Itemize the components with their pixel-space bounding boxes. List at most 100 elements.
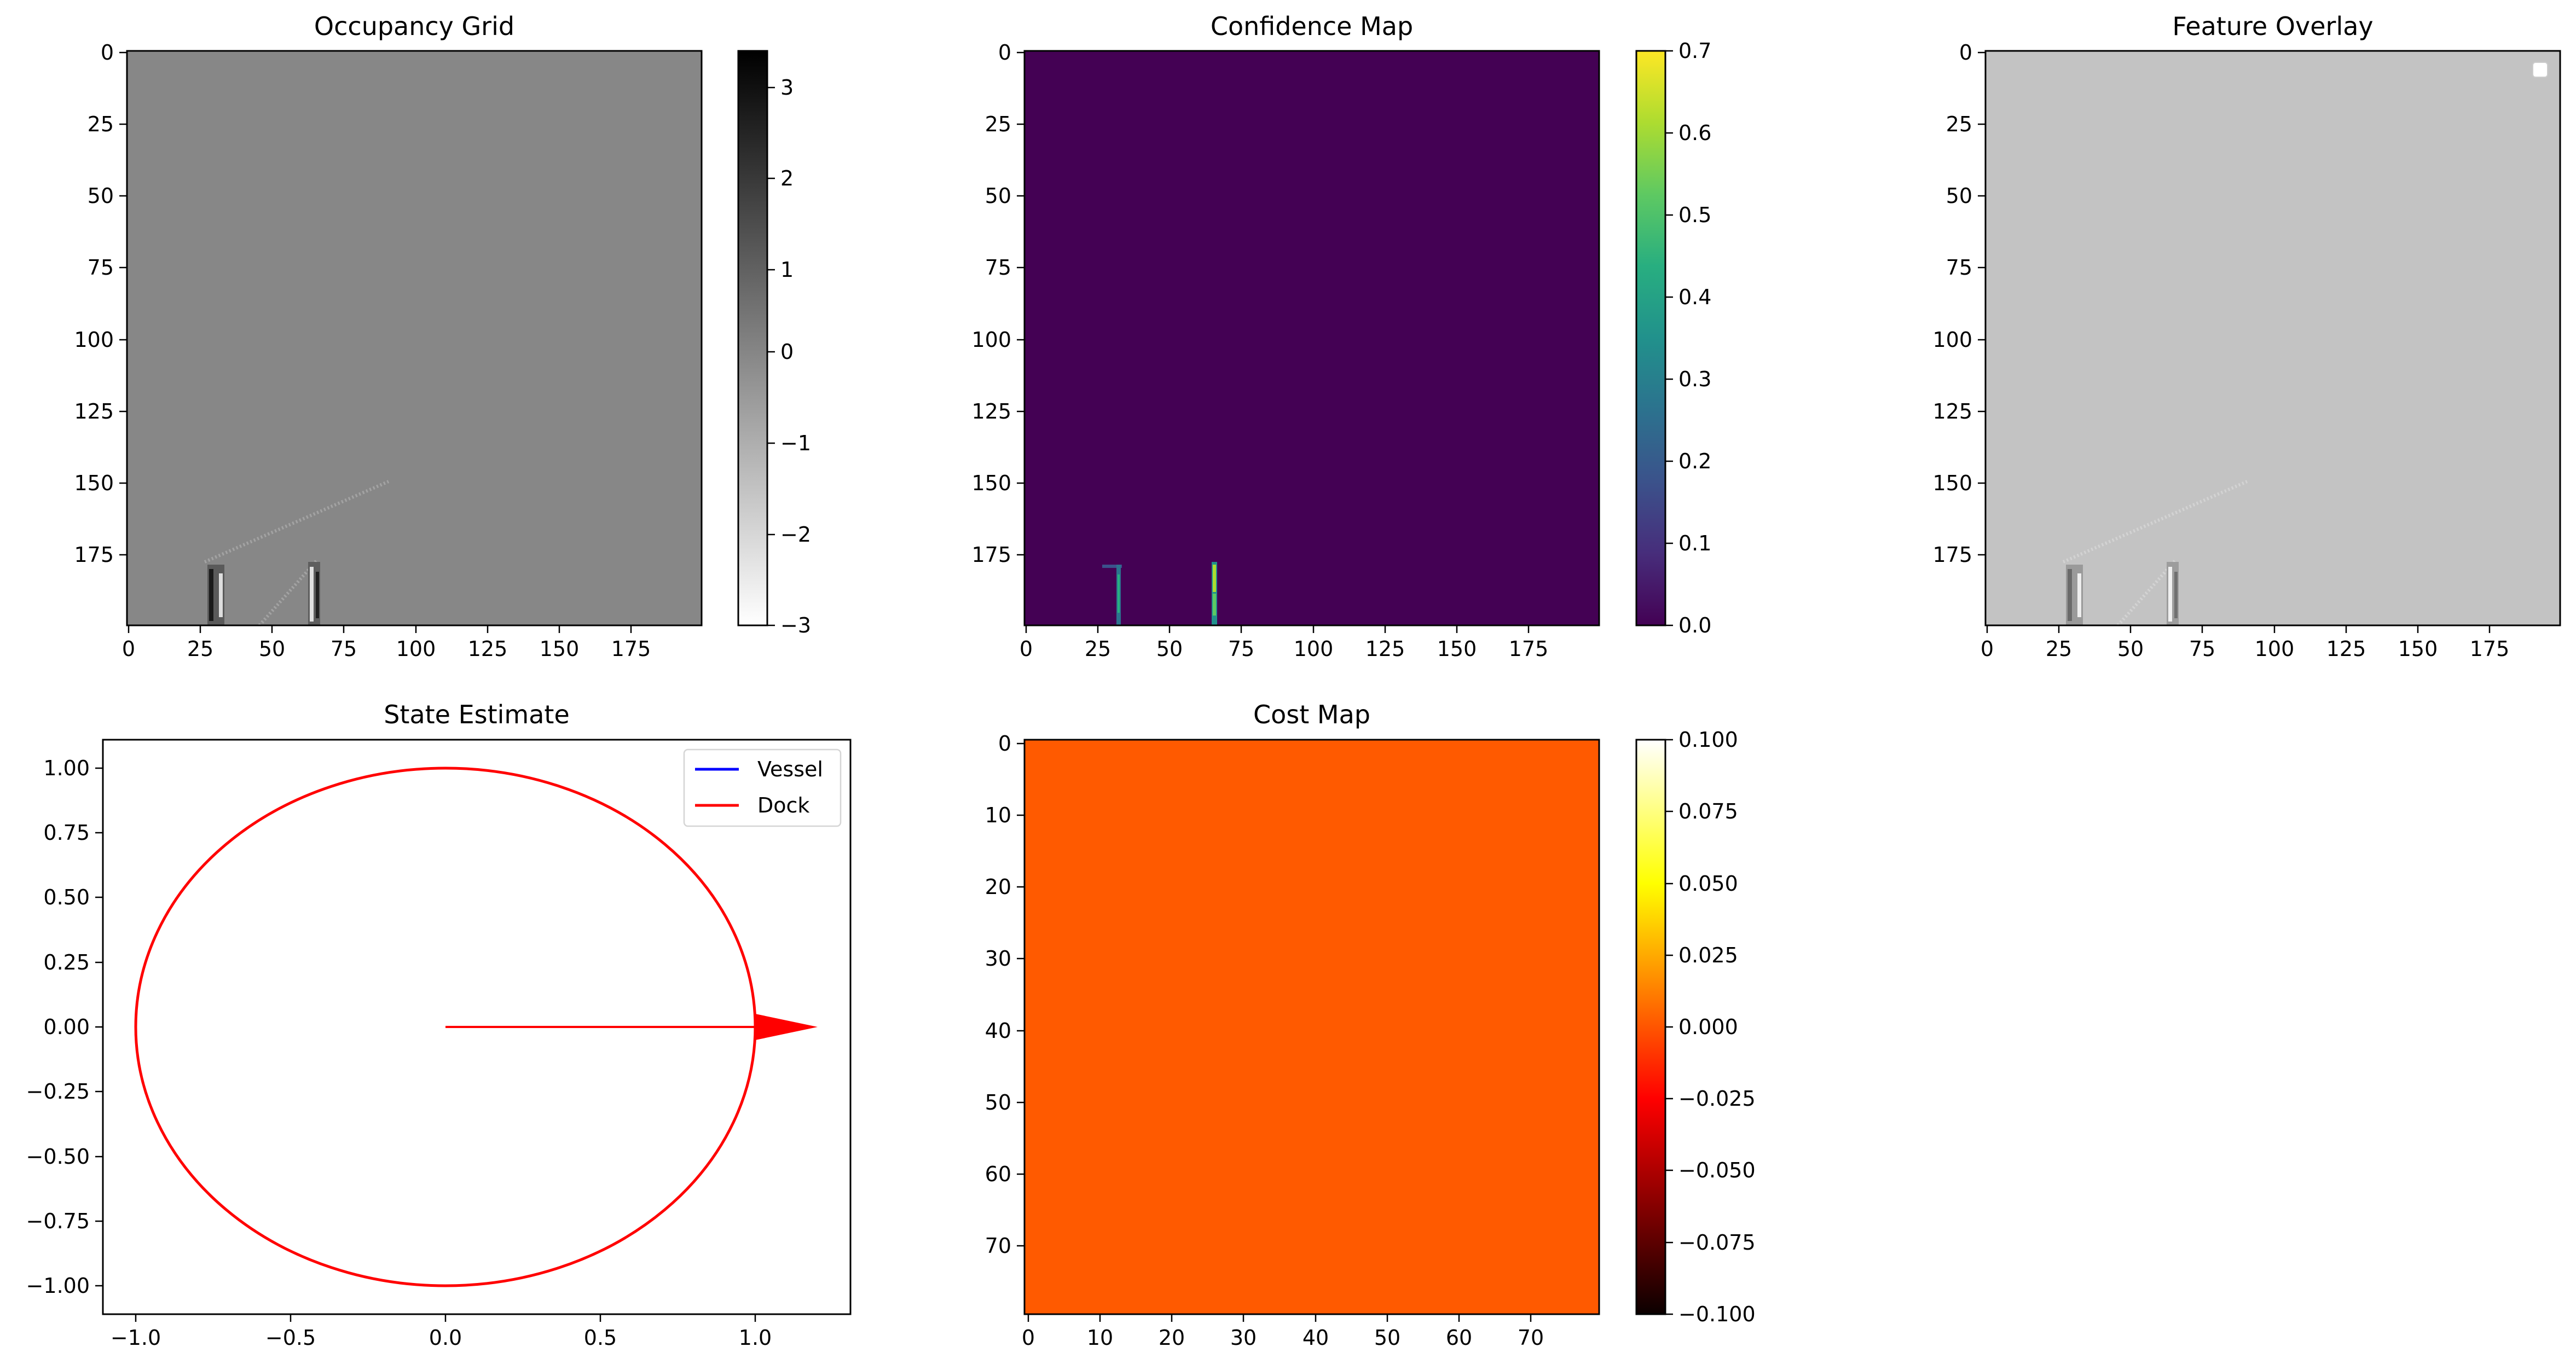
x-tick: 30 [1230,1314,1257,1350]
colorbar-tick-label: 2 [780,166,794,190]
x-tick: 25 [187,625,213,661]
axes-frame [1023,739,1600,1315]
y-tick: 100 [74,328,127,352]
y-tick-label: 50 [985,1090,1011,1114]
heatmap-feature-column [316,572,319,618]
colorbar-tick: 0 [767,340,794,364]
x-tick-label: 0.0 [429,1326,462,1350]
x-tick: 175 [2470,625,2510,661]
heatmap-feature-column [209,569,213,621]
legend-label: Vessel [757,757,823,781]
colorbar-tick: −1 [767,431,811,455]
colorbar-tick-label: −0.050 [1678,1158,1756,1182]
y-ticks: 0 25 50 75 100 125 150 175 [74,40,127,567]
x-tick-label: 150 [1437,637,1477,661]
colorbar-tick: −3 [767,613,811,637]
x-tick: 50 [2117,625,2144,661]
y-tick-label: 0 [1959,40,1972,65]
x-tick: 75 [2189,625,2215,661]
y-tick: 75 [1946,256,1985,280]
y-tick: 0.50 [43,885,103,909]
x-tick: 40 [1303,1314,1329,1350]
x-tick-label: 75 [1228,637,1254,661]
x-tick-label: 125 [1365,637,1405,661]
y-tick: 175 [74,543,127,567]
y-tick-label: 25 [88,112,114,136]
x-tick-label: 150 [540,637,580,661]
x-tick-label: 50 [2117,637,2144,661]
x-tick-label: 25 [187,637,213,661]
x-tick: 50 [1374,1314,1400,1350]
axes-frame [1023,50,1600,626]
colorbar-tick: −0.100 [1665,1302,1756,1326]
heading-arrowhead [755,1014,818,1040]
y-tick-label: −0.75 [26,1209,90,1233]
x-tick: 100 [396,625,436,661]
x-tick: 150 [2398,625,2438,661]
y-tick: 100 [1932,328,1985,352]
panel-cost-map: Cost Map 0 10 20 30 40 50 60 70 0 10 20 … [985,700,1756,1350]
y-tick-label: 100 [1932,328,1972,352]
x-tick-label: 25 [1085,637,1111,661]
y-tick: 0 [998,732,1024,756]
colorbar-tick: 0.4 [1665,285,1711,309]
axes-frame [126,50,703,626]
colorbar-tick: 0.2 [1665,449,1711,473]
x-tick-label: 175 [2470,637,2510,661]
x-tick: 125 [2326,625,2366,661]
colorbar-tick: 2 [767,166,794,190]
panel-confidence-map: Confidence Map 0 25 50 75 100 125 150 17… [971,11,1711,661]
y-tick: 0.25 [43,950,103,974]
colorbar-tick-label: −1 [780,431,811,455]
x-tick: 70 [1518,1314,1544,1350]
x-tick: 20 [1159,1314,1185,1350]
x-tick-label: 0 [1020,637,1033,661]
y-tick: −0.25 [26,1079,103,1104]
y-tick-label: 75 [1946,256,1972,280]
panel-feature-overlay: Feature Overlay 0 25 50 75 100 125 150 1… [1932,11,2561,661]
colorbar-tick-label: 1 [780,258,794,282]
x-tick: 0 [1022,1314,1035,1350]
colorbar-tick-label: 0.6 [1678,121,1711,145]
x-tick-label: 20 [1159,1326,1185,1350]
colorbar-tick-label: 0 [780,340,794,364]
x-tick-label: 0.5 [584,1326,617,1350]
x-tick-label: 50 [259,637,285,661]
x-tick-label: 125 [2326,637,2366,661]
heatmap-feature-column [2068,569,2072,621]
y-tick-label: 100 [971,328,1011,352]
x-tick: 175 [611,625,651,661]
x-tick-label: 75 [2189,637,2215,661]
y-tick-label: 20 [985,875,1011,899]
x-tick: 0 [1981,625,1994,661]
y-tick: 25 [985,112,1024,136]
colorbar-tick-label: 0.100 [1678,728,1738,752]
heatmap-feature-column [1213,565,1216,592]
y-tick: 70 [985,1234,1024,1258]
heatmap-feature-line [2116,559,2178,626]
colorbar: 0.100 0.075 0.050 0.025 0.000 −0.025 −0.… [1635,728,1756,1326]
x-tick-label: 0 [1022,1326,1035,1350]
y-tick-label: 100 [74,328,114,352]
y-tick: 75 [985,256,1024,280]
y-tick: 0 [101,40,127,65]
x-tick-label: 40 [1303,1326,1329,1350]
x-tick-label: 60 [1446,1326,1472,1350]
y-tick: −0.50 [26,1145,103,1169]
x-ticks: −1.0 −0.5 0.0 0.5 1.0 [111,1314,772,1350]
heatmap-feature-column [219,573,223,617]
empty-legend-box [2532,62,2548,78]
x-tick-label: 50 [1374,1326,1400,1350]
colorbar-gradient [1635,739,1666,1315]
y-tick: 50 [985,1090,1024,1114]
y-tick: 125 [74,399,127,423]
heatmap-background [1985,51,2560,625]
y-ticks: 0 25 50 75 100 125 150 175 [971,40,1024,567]
y-tick-label: 0 [101,40,114,65]
x-tick: 75 [331,625,357,661]
y-tick-label: 0.75 [43,821,90,845]
y-tick-label: 0.00 [43,1015,90,1039]
colorbar: 0.7 0.6 0.5 0.4 0.3 0.2 0.1 0.0 [1635,39,1711,637]
heatmap-background [1024,51,1599,625]
